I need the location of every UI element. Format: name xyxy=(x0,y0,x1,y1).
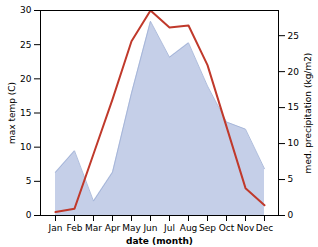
svg-text:med. precipitation (kg/m2): med. precipitation (kg/m2) xyxy=(303,53,313,174)
svg-text:25: 25 xyxy=(20,40,31,50)
svg-text:5: 5 xyxy=(288,174,294,184)
svg-text:20: 20 xyxy=(20,74,32,84)
svg-text:0: 0 xyxy=(288,210,294,220)
svg-text:20: 20 xyxy=(288,67,300,77)
svg-text:Jun: Jun xyxy=(142,223,157,233)
svg-text:Dec: Dec xyxy=(256,223,273,233)
svg-text:0: 0 xyxy=(26,210,32,220)
svg-text:Mar: Mar xyxy=(85,223,102,233)
svg-text:15: 15 xyxy=(20,108,31,118)
svg-text:max temp (C): max temp (C) xyxy=(7,82,17,144)
svg-text:Jan: Jan xyxy=(48,223,63,233)
svg-text:May: May xyxy=(122,223,141,233)
svg-text:Feb: Feb xyxy=(67,223,83,233)
svg-text:Sep: Sep xyxy=(199,223,216,233)
svg-text:30: 30 xyxy=(20,5,32,15)
svg-text:15: 15 xyxy=(288,102,299,112)
svg-text:Nov: Nov xyxy=(237,223,255,233)
svg-text:Jul: Jul xyxy=(163,223,175,233)
svg-text:Apr: Apr xyxy=(105,223,121,233)
svg-text:date (month): date (month) xyxy=(126,236,193,246)
svg-text:10: 10 xyxy=(288,138,300,148)
svg-text:10: 10 xyxy=(20,142,32,152)
svg-text:Oct: Oct xyxy=(219,223,235,233)
svg-text:Aug: Aug xyxy=(180,223,198,233)
svg-text:25: 25 xyxy=(288,31,299,41)
svg-text:5: 5 xyxy=(26,176,32,186)
